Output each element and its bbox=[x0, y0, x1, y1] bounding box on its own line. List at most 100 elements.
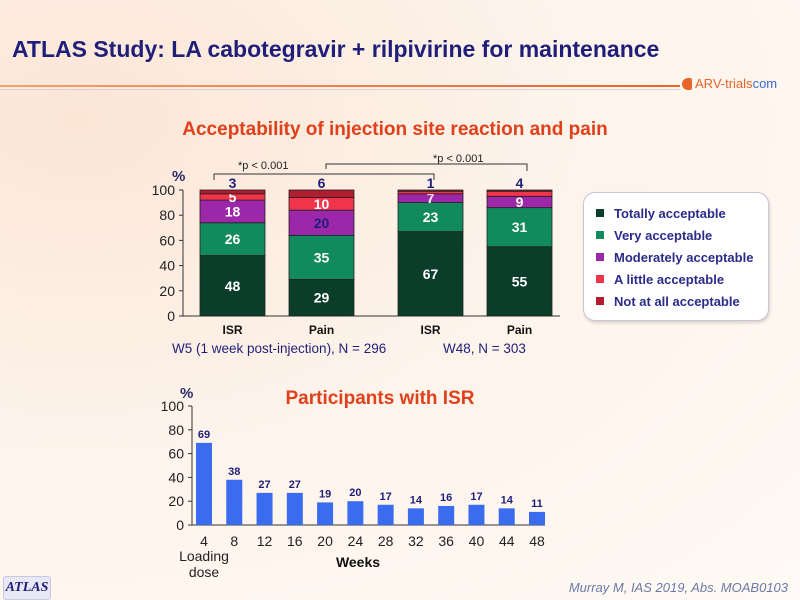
chart2-bar bbox=[196, 442, 212, 525]
chart2-y-tick-label: 0 bbox=[176, 517, 184, 533]
chart-legend: Totally acceptable Very acceptable Moderat… bbox=[583, 192, 769, 321]
legend-swatch bbox=[596, 297, 604, 305]
legend-swatch bbox=[596, 275, 604, 283]
chart1-significance-bracket bbox=[213, 173, 435, 180]
title-divider-secondary bbox=[0, 89, 680, 90]
chart2-y-tick-label: 80 bbox=[168, 422, 184, 438]
logo-text: ARV-trials bbox=[695, 76, 753, 91]
chart2-bar bbox=[286, 492, 303, 525]
chart1-y-tick-label: 100 bbox=[152, 182, 176, 198]
pill-icon bbox=[682, 78, 692, 90]
chart1-data-label: 5 bbox=[229, 189, 237, 205]
chart1-bar-segment-totally bbox=[486, 246, 553, 317]
chart1-data-label: 18 bbox=[225, 203, 241, 219]
chart1-data-label: 10 bbox=[314, 196, 330, 212]
legend-item-not_at_all: Not at all acceptable bbox=[596, 294, 740, 309]
chart1-x-tick-label: ISR bbox=[420, 323, 440, 337]
legend-item-very: Very acceptable bbox=[596, 228, 712, 243]
chart1-x-tick-label: Pain bbox=[507, 323, 532, 337]
chart2-x-tick-label: 32 bbox=[408, 533, 424, 549]
legend-swatch bbox=[596, 253, 604, 261]
chart1-x-tick-label: ISR bbox=[222, 323, 242, 337]
chart2-x-tick-label: 16 bbox=[287, 533, 303, 549]
chart2-bar bbox=[529, 511, 545, 525]
chart1-data-label: 20 bbox=[314, 215, 330, 231]
legend-label: Totally acceptable bbox=[614, 206, 726, 221]
legend-item-totally: Totally acceptable bbox=[596, 206, 726, 221]
legend-label: Not at all acceptable bbox=[614, 294, 740, 309]
chart2-bar bbox=[468, 504, 485, 525]
chart2-x-tick-label: 44 bbox=[499, 533, 515, 549]
chart1-x-tick-label: Pain bbox=[309, 323, 334, 337]
chart1-data-label: 26 bbox=[225, 231, 241, 247]
chart2-data-label: 27 bbox=[258, 479, 270, 491]
chart2-data-label: 14 bbox=[410, 494, 423, 506]
chart2-bar bbox=[438, 505, 455, 525]
chart1-bar-segment-totally bbox=[397, 231, 464, 317]
chart1-group-label: W48, N = 303 bbox=[443, 341, 526, 356]
chart1-top-label: 4 bbox=[516, 175, 524, 191]
chart1-y-tick-label: 60 bbox=[159, 232, 175, 248]
legend-swatch bbox=[596, 231, 604, 239]
legend-label: A little acceptable bbox=[614, 272, 725, 287]
chart1-group-label: W5 (1 week post-injection), N = 296 bbox=[172, 341, 386, 356]
chart1-y-tick-label: 40 bbox=[159, 258, 175, 274]
logo-suffix: com bbox=[752, 76, 778, 91]
chart2-bar bbox=[226, 479, 243, 525]
chart1-data-label: 67 bbox=[423, 266, 439, 282]
chart2-data-label: 11 bbox=[531, 498, 543, 510]
chart2-x-tick-label: 8 bbox=[230, 533, 238, 549]
chart1-bar-segment-very bbox=[397, 202, 464, 232]
chart2-bar bbox=[377, 504, 394, 525]
chart2-y-unit: % bbox=[180, 385, 193, 402]
chart1-annotation: *p < 0.001 bbox=[433, 153, 483, 165]
chart2-bar bbox=[407, 508, 424, 525]
chart2-data-label: 14 bbox=[501, 494, 514, 506]
chart1-y-tick-label: 80 bbox=[159, 207, 175, 223]
chart1-bar-segment-totally bbox=[288, 279, 355, 317]
chart1-data-label: 9 bbox=[516, 194, 524, 210]
chart1-data-label: 23 bbox=[423, 209, 439, 225]
chart2-y-tick-label: 40 bbox=[168, 469, 184, 485]
chart1-annotation: *p < 0.001 bbox=[238, 160, 288, 172]
chart1-top-label: 6 bbox=[318, 175, 326, 191]
legend-label: Moderately acceptable bbox=[614, 250, 754, 265]
chart2-x-axis-title: Weeks bbox=[336, 554, 380, 570]
chart1-bar-segment-little bbox=[486, 190, 553, 197]
chart2-data-label: 17 bbox=[470, 491, 482, 503]
atlas-badge: ATLAS bbox=[3, 576, 51, 600]
chart2-x-tick-label: 12 bbox=[257, 533, 273, 549]
chart1-bar-segment-not_at_all bbox=[397, 189, 464, 192]
chart2-x-tick-label: 28 bbox=[378, 533, 394, 549]
slide-title: ATLAS Study: LA cabotegravir + rilpiviri… bbox=[12, 36, 660, 62]
chart2-bar bbox=[498, 508, 515, 525]
chart1-bar-segment-moderately bbox=[288, 209, 355, 236]
legend-label: Very acceptable bbox=[614, 228, 713, 243]
chart1-bar-segment-not_at_all bbox=[486, 189, 553, 192]
chart1-significance-bracket bbox=[325, 163, 528, 171]
chart2-y-tick-label: 60 bbox=[168, 446, 184, 462]
arv-trials-logo: ARV-trialscom bbox=[682, 76, 777, 91]
chart2-y-tick-label: 100 bbox=[161, 398, 185, 414]
chart1-bar-segment-very bbox=[199, 222, 266, 256]
legend-item-moderately: Moderately acceptable bbox=[596, 250, 753, 265]
legend-swatch bbox=[596, 209, 604, 217]
chart2-data-label: 69 bbox=[198, 429, 210, 441]
chart2-title: Participants with ISR bbox=[286, 388, 475, 409]
chart1-data-label: 35 bbox=[314, 249, 330, 265]
chart2-x-tick-label: 4 bbox=[200, 533, 208, 549]
chart2-x-tick-label: 48 bbox=[529, 533, 545, 549]
chart1-data-label: 48 bbox=[225, 278, 241, 294]
chart1-bar-segment-totally bbox=[199, 255, 266, 317]
chart2-x-note: Loading bbox=[179, 548, 229, 564]
citation: Murray M, IAS 2019, Abs. MOAB0103 bbox=[568, 580, 788, 595]
chart1-y-unit: % bbox=[172, 168, 185, 185]
chart2-y-tick-label: 20 bbox=[168, 493, 184, 509]
chart1-data-label: 29 bbox=[314, 290, 330, 306]
chart2-x-tick-label: 24 bbox=[348, 533, 364, 549]
chart2-data-label: 16 bbox=[440, 492, 452, 504]
chart2-x-tick-label: 40 bbox=[469, 533, 485, 549]
chart1-bar-segment-not_at_all bbox=[288, 189, 355, 198]
chart2-x-tick-label: 20 bbox=[317, 533, 333, 549]
